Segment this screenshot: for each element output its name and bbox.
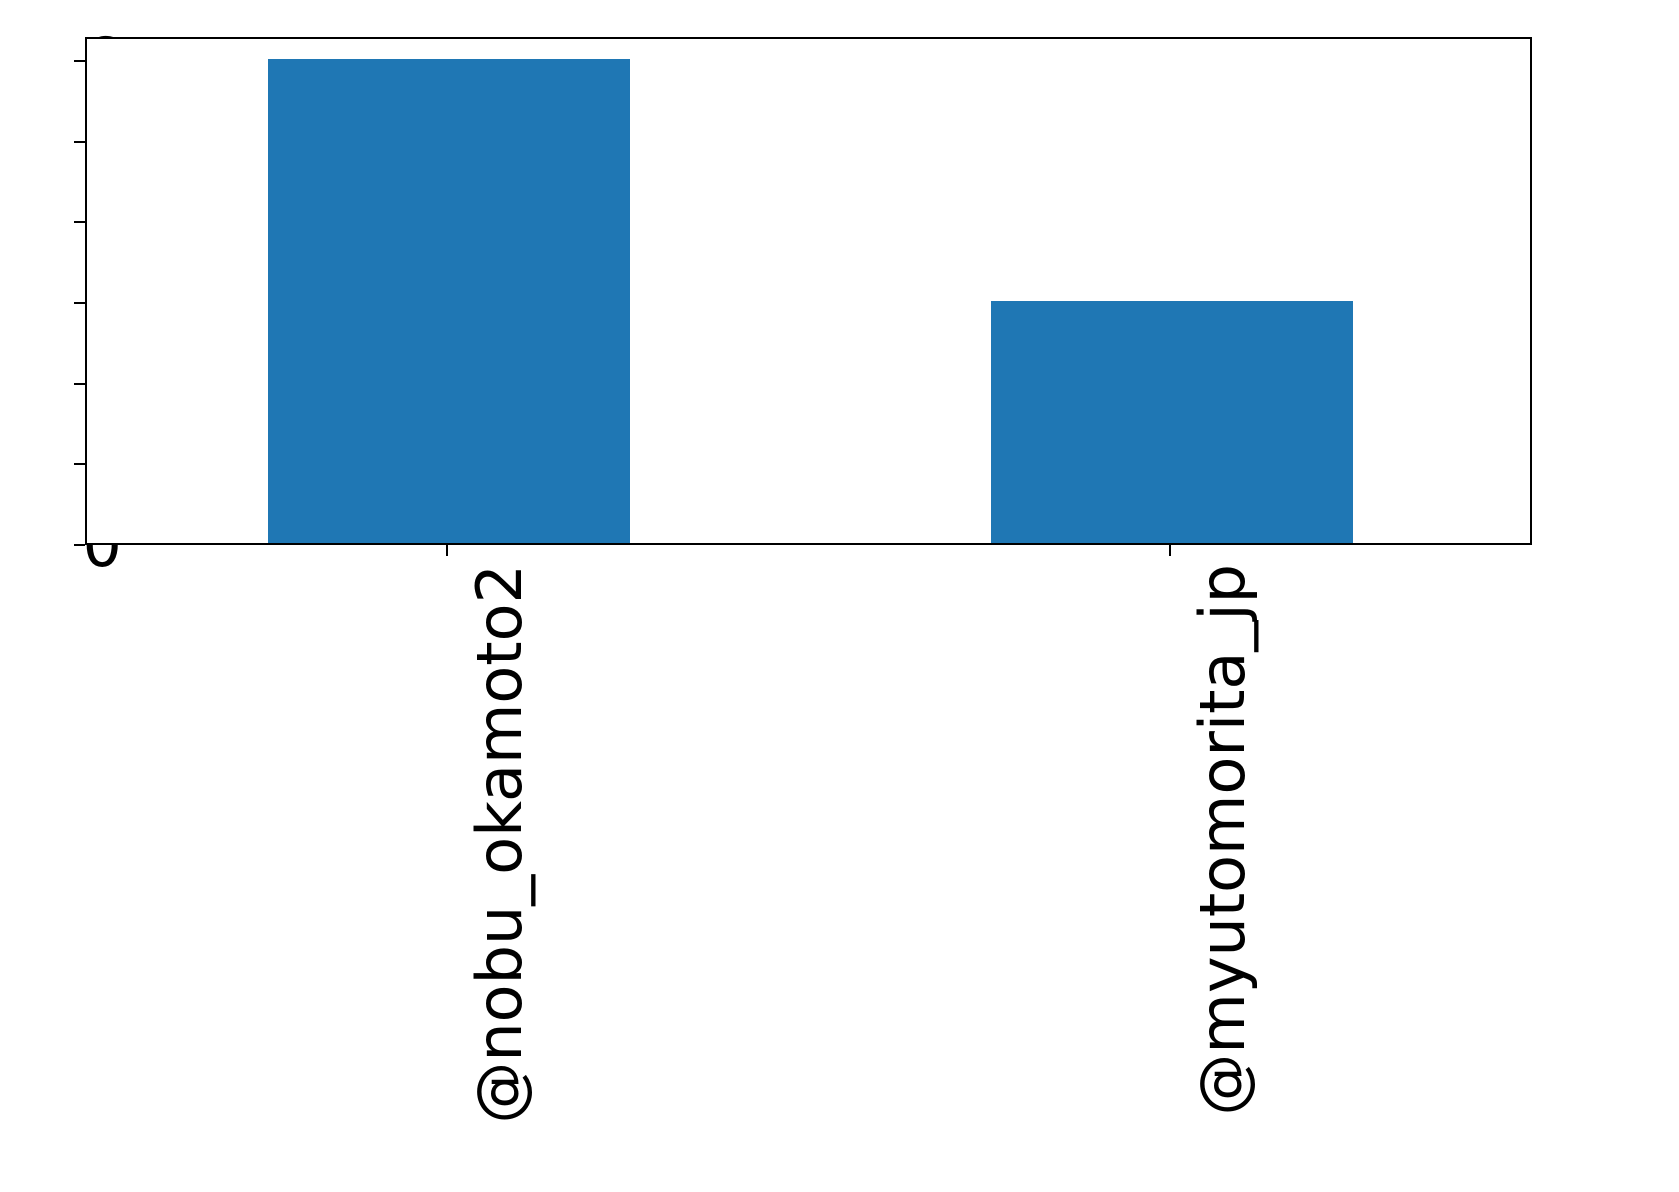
y-tick-mark [74, 60, 85, 63]
plot-area [85, 37, 1532, 545]
y-tick-mark [74, 221, 85, 224]
y-tick-mark [74, 544, 85, 546]
y-tick-mark [74, 140, 85, 143]
bars-container [87, 39, 1530, 543]
x-tick-label: @nobu_okamoto2 [462, 564, 536, 1124]
bar-2 [991, 301, 1354, 543]
x-tick-mark [1169, 545, 1172, 556]
y-tick-mark [74, 463, 85, 466]
bar-1 [267, 59, 630, 543]
x-tick-label: @myutomorita_jp [1186, 564, 1260, 1116]
y-tick-mark [74, 382, 85, 385]
y-tick-mark [74, 302, 85, 305]
x-tick-mark [445, 545, 448, 556]
